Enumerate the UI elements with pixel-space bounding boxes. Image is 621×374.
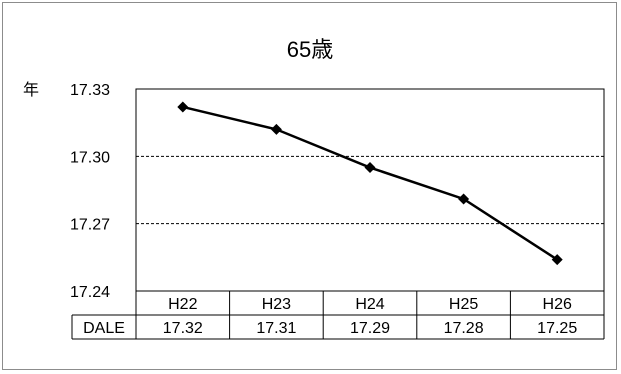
series-dale	[177, 101, 563, 266]
x-category-label: H25	[449, 296, 478, 313]
data-table: H22 H23 H24 H25 H26 DALE 17.32 17.31 17.29 17.28 1…	[71, 291, 605, 340]
data-point-marker	[270, 123, 282, 135]
y-axis-ticks: 17.33 17.30 17.27 17.24	[70, 82, 110, 301]
data-point-marker	[551, 254, 563, 266]
y-tick-label: 17.33	[70, 82, 110, 99]
gridlines	[136, 155, 604, 225]
y-tick-label: 17.27	[70, 217, 110, 234]
data-point-marker	[364, 162, 376, 174]
chart-title: 65歳	[287, 37, 333, 62]
x-category-label: H26	[543, 296, 572, 313]
y-tick-label: 17.24	[70, 284, 110, 301]
series-line	[182, 105, 558, 261]
x-category-label: H23	[262, 296, 291, 313]
chart-frame: 65歳 年 17.33 17.30 17.27 17.24 H22 H23 H24 H25 H…	[2, 2, 617, 370]
series-name-label: DALE	[83, 320, 125, 337]
data-value-label: 17.25	[537, 320, 577, 337]
data-point-marker	[177, 101, 189, 113]
x-category-label: H24	[355, 296, 384, 313]
data-point-marker	[458, 193, 470, 205]
plot-area	[135, 88, 605, 292]
data-value-label: 17.29	[350, 320, 390, 337]
y-tick-label: 17.30	[70, 149, 110, 166]
y-axis-unit: 年	[23, 81, 39, 99]
data-value-label: 17.31	[256, 320, 296, 337]
data-value-label: 17.28	[444, 320, 484, 337]
data-value-label: 17.32	[163, 320, 203, 337]
x-category-label: H22	[168, 296, 197, 313]
